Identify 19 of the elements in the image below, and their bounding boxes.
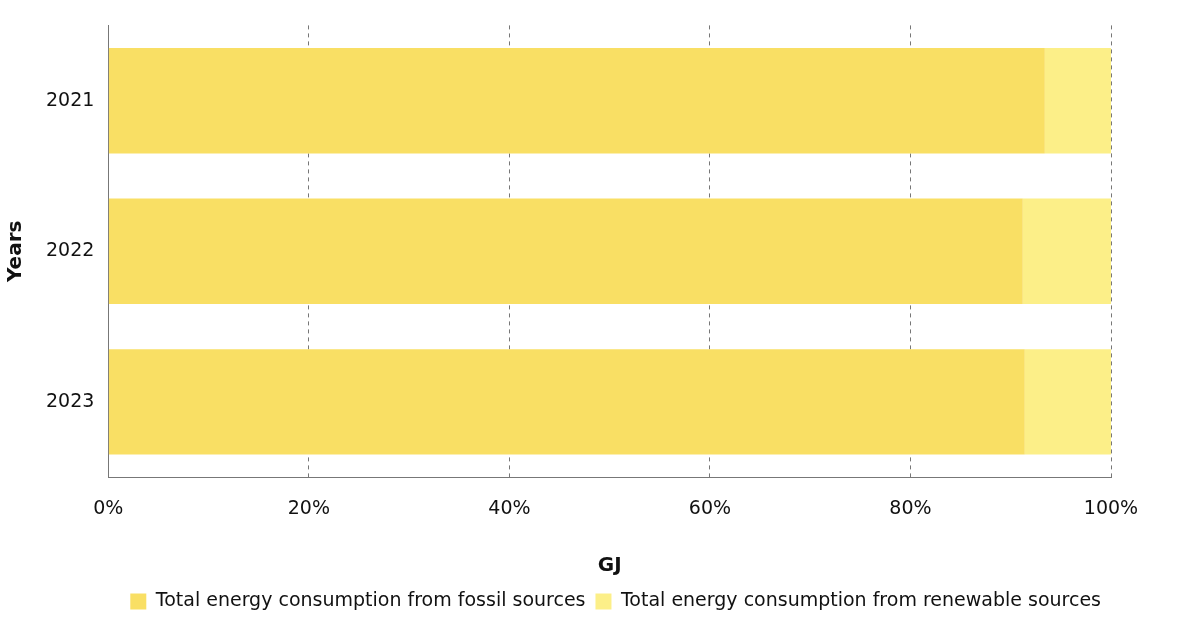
x-axis-title: GJ [597, 552, 622, 577]
bar [108, 349, 1025, 455]
y-axis-title: Years [2, 220, 27, 284]
x-tick-label: 40% [488, 495, 531, 518]
bar [1044, 47, 1111, 154]
bar [1022, 198, 1111, 305]
bar [108, 198, 1023, 305]
x-tick-label: 100% [1083, 495, 1139, 518]
x-tick-label: 80% [889, 495, 932, 518]
bar [1024, 349, 1111, 455]
y-tick-label: 2021 [45, 87, 95, 110]
x-tick-label: 20% [287, 495, 330, 518]
bar [108, 47, 1045, 154]
y-tick-label: 2022 [45, 238, 95, 261]
x-tick-label: 60% [688, 495, 732, 518]
legend-label: Total energy consumption from renewable sources [619, 588, 1101, 611]
y-tick-label: 2023 [45, 388, 95, 411]
x-tick-label: 0% [93, 495, 124, 518]
legend-label: Total energy consumption from fossil sources [154, 588, 586, 611]
